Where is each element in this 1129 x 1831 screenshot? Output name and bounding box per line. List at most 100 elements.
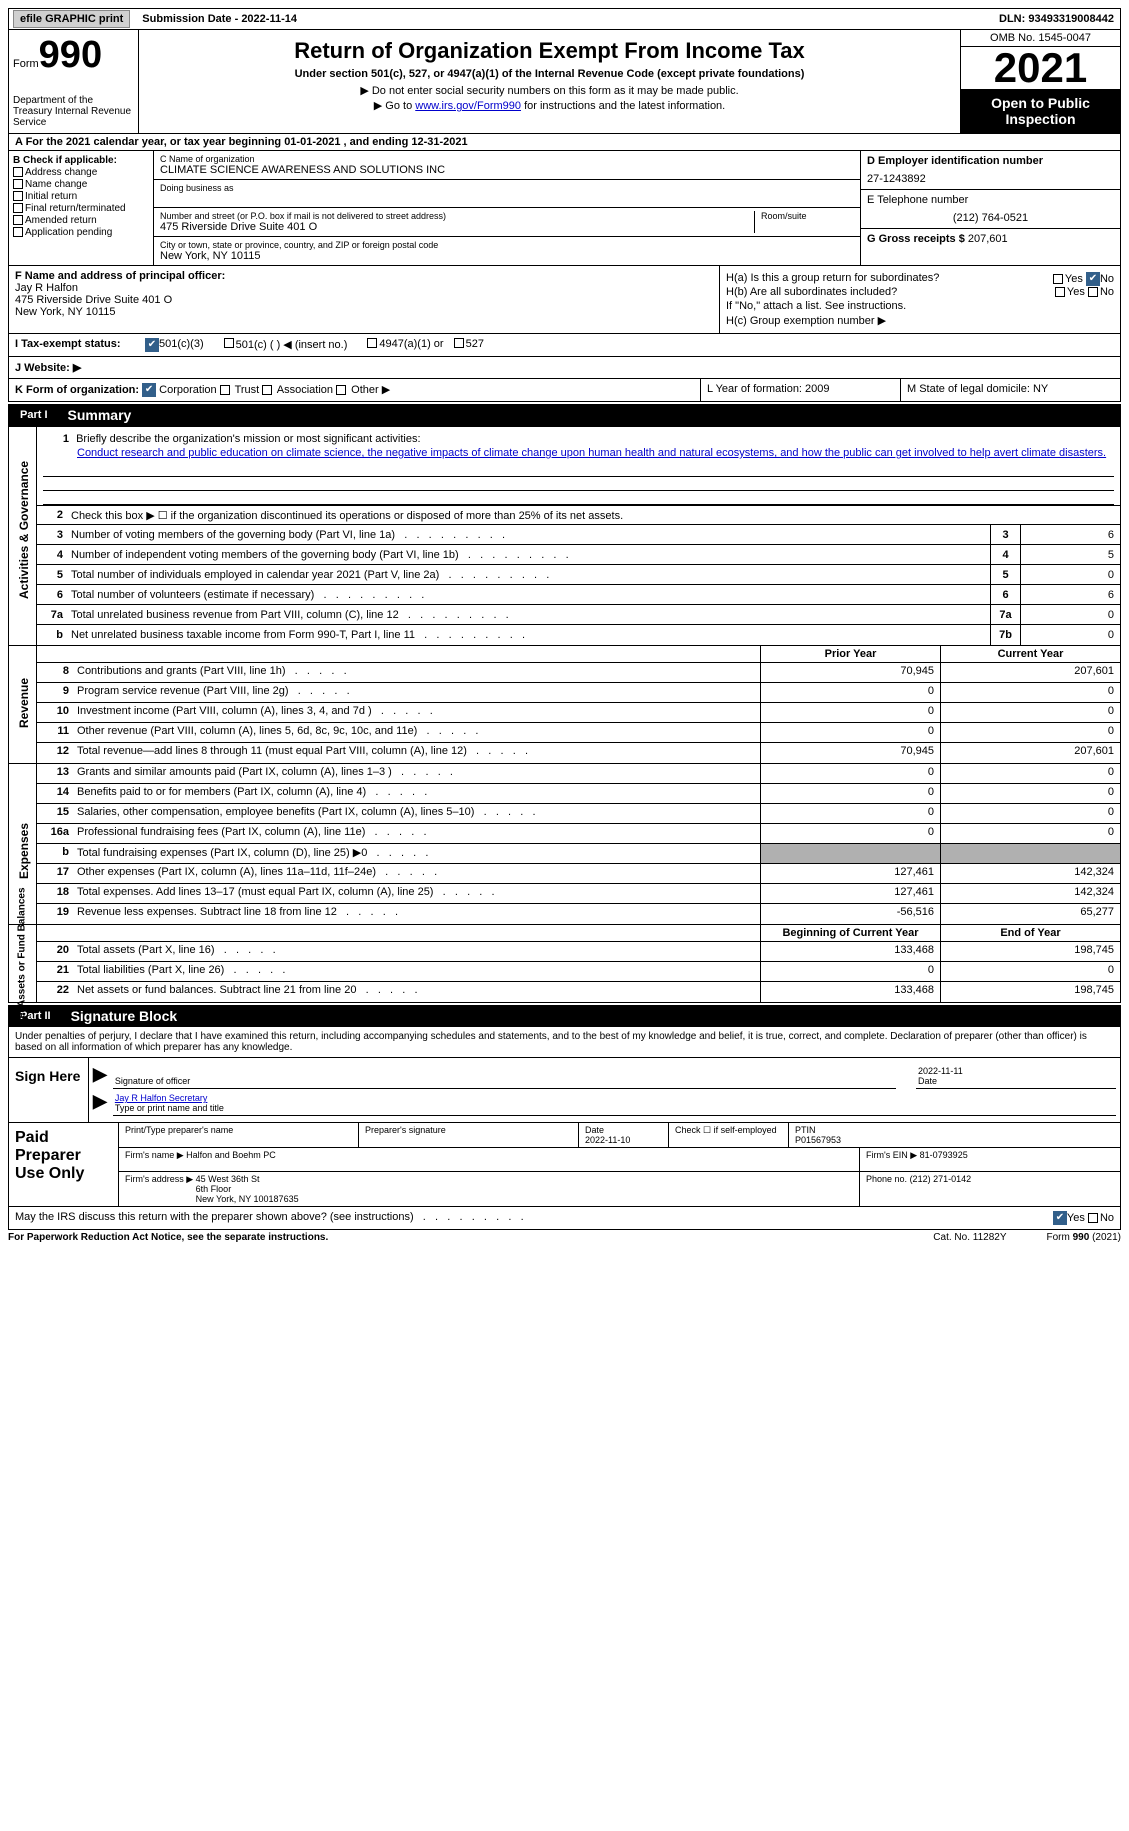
firm-phone: (212) 271-0142 bbox=[910, 1174, 972, 1184]
top-bar: efile GRAPHIC print Submission Date - 20… bbox=[8, 8, 1121, 30]
checkbox-application-pending[interactable] bbox=[13, 227, 23, 237]
instructions-note: ▶ Go to www.irs.gov/Form990 for instruct… bbox=[143, 99, 956, 112]
irs-link[interactable]: www.irs.gov/Form990 bbox=[415, 100, 521, 112]
prior-year-header: Prior Year bbox=[760, 646, 940, 662]
form-subtitle: Under section 501(c), 527, or 4947(a)(1)… bbox=[143, 68, 956, 80]
other-checkbox[interactable] bbox=[336, 385, 346, 395]
financial-row: 20Total assets (Part X, line 16)133,4681… bbox=[37, 942, 1120, 962]
org-name-label: C Name of organization bbox=[160, 154, 854, 164]
q2: Check this box ▶ ☐ if the organization d… bbox=[67, 507, 1120, 524]
summary-row: bNet unrelated business taxable income f… bbox=[37, 625, 1120, 645]
summary-rev: Revenue Prior YearCurrent Year 8Contribu… bbox=[8, 646, 1121, 764]
summary-row: 7aTotal unrelated business revenue from … bbox=[37, 605, 1120, 625]
end-year-header: End of Year bbox=[940, 925, 1120, 941]
financial-row: 12Total revenue—add lines 8 through 11 (… bbox=[37, 743, 1120, 763]
col-c: C Name of organization CLIMATE SCIENCE A… bbox=[154, 151, 860, 265]
ha-yes[interactable] bbox=[1053, 274, 1063, 284]
room-label: Room/suite bbox=[761, 211, 854, 221]
gross-label: G Gross receipts $ bbox=[867, 233, 965, 245]
footer: For Paperwork Reduction Act Notice, see … bbox=[8, 1232, 1121, 1243]
officer-label: F Name and address of principal officer: bbox=[15, 270, 713, 282]
501c3-checked: ✔ bbox=[145, 338, 159, 352]
paid-preparer-block: Paid Preparer Use Only Print/Type prepar… bbox=[8, 1123, 1121, 1207]
checkbox-final-return[interactable] bbox=[13, 203, 23, 213]
financial-row: 14Benefits paid to or for members (Part … bbox=[37, 784, 1120, 804]
open-public: Open to Public Inspection bbox=[961, 89, 1120, 133]
officer-addr1: 475 Riverside Drive Suite 401 O bbox=[15, 294, 713, 306]
street-address: 475 Riverside Drive Suite 401 O bbox=[160, 221, 754, 233]
telephone: (212) 764-0521 bbox=[867, 212, 1114, 224]
sig-arrow-icon: ▶ bbox=[93, 1064, 107, 1089]
year-formation: L Year of formation: 2009 bbox=[700, 379, 900, 401]
section-a: A For the 2021 calendar year, or tax yea… bbox=[8, 134, 1121, 151]
firm-address: 45 West 36th St 6th Floor New York, NY 1… bbox=[196, 1174, 299, 1204]
tax-year: 2021 bbox=[961, 47, 1120, 89]
col-d: D Employer identification number 27-1243… bbox=[860, 151, 1120, 265]
department: Department of the Treasury Internal Reve… bbox=[13, 95, 134, 128]
checkbox-initial-return[interactable] bbox=[13, 191, 23, 201]
gross-receipts: 207,601 bbox=[968, 233, 1008, 245]
firm-name: Halfon and Boehm PC bbox=[186, 1150, 276, 1160]
city-label: City or town, state or province, country… bbox=[160, 240, 854, 250]
sig-arrow-icon-2: ▶ bbox=[93, 1091, 107, 1116]
officer-addr2: New York, NY 10115 bbox=[15, 306, 713, 318]
form-word: Form bbox=[13, 58, 39, 70]
summary-row: 5Total number of individuals employed in… bbox=[37, 565, 1120, 585]
assoc-checkbox[interactable] bbox=[262, 385, 272, 395]
hb-yes[interactable] bbox=[1055, 287, 1065, 297]
ha-no-checked: ✔ bbox=[1086, 272, 1100, 286]
row-fgh: F Name and address of principal officer:… bbox=[8, 266, 1121, 334]
financial-row: 21Total liabilities (Part X, line 26)00 bbox=[37, 962, 1120, 982]
col-b: B Check if applicable: Address change Na… bbox=[9, 151, 154, 265]
city-state-zip: New York, NY 10115 bbox=[160, 250, 854, 262]
info-grid: B Check if applicable: Address change Na… bbox=[8, 151, 1121, 266]
h-b: H(b) Are all subordinates included? Yes … bbox=[726, 286, 1114, 298]
col-b-label: B Check if applicable: bbox=[13, 155, 149, 166]
summary-row: 4Number of independent voting members of… bbox=[37, 545, 1120, 565]
hb-no[interactable] bbox=[1088, 287, 1098, 297]
4947-checkbox[interactable] bbox=[367, 338, 377, 348]
501c-checkbox[interactable] bbox=[224, 338, 234, 348]
checkbox-amended[interactable] bbox=[13, 215, 23, 225]
summary-exp: Expenses 13Grants and similar amounts pa… bbox=[8, 764, 1121, 925]
addr-label: Number and street (or P.O. box if mail i… bbox=[160, 211, 754, 221]
financial-row: 11Other revenue (Part VIII, column (A), … bbox=[37, 723, 1120, 743]
form-number: 990 bbox=[39, 34, 102, 76]
h-note: If "No," attach a list. See instructions… bbox=[726, 300, 1114, 312]
checkbox-address-change[interactable] bbox=[13, 167, 23, 177]
part-ii-header: Part II Signature Block bbox=[8, 1005, 1121, 1027]
summary-gov: Activities & Governance 1 Briefly descri… bbox=[8, 426, 1121, 646]
side-rev: Revenue bbox=[17, 648, 31, 758]
form-title: Return of Organization Exempt From Incom… bbox=[143, 38, 956, 64]
row-k: K Form of organization: ✔ Corporation Tr… bbox=[8, 379, 1121, 402]
checkbox-name-change[interactable] bbox=[13, 179, 23, 189]
financial-row: 8Contributions and grants (Part VIII, li… bbox=[37, 663, 1120, 683]
discuss-no[interactable] bbox=[1088, 1213, 1098, 1223]
submission-date: Submission Date - 2022-11-14 bbox=[134, 13, 305, 25]
row-i: I Tax-exempt status: ✔ 501(c)(3) 501(c) … bbox=[8, 334, 1121, 357]
state-domicile: M State of legal domicile: NY bbox=[900, 379, 1120, 401]
begin-year-header: Beginning of Current Year bbox=[760, 925, 940, 941]
efile-print-button[interactable]: efile GRAPHIC print bbox=[13, 10, 130, 28]
ein-label: D Employer identification number bbox=[867, 155, 1114, 167]
discuss-yes-checked: ✔ bbox=[1053, 1211, 1067, 1225]
officer-name-title: Jay R Halfon Secretary bbox=[115, 1093, 208, 1103]
row-j: J Website: ▶ bbox=[8, 357, 1121, 379]
firm-ein: 81-0793925 bbox=[920, 1150, 968, 1160]
summary-net: Net Assets or Fund Balances Beginning of… bbox=[8, 925, 1121, 1003]
financial-row: 19Revenue less expenses. Subtract line 1… bbox=[37, 904, 1120, 924]
org-name: CLIMATE SCIENCE AWARENESS AND SOLUTIONS … bbox=[160, 164, 854, 176]
part-i-header: Part I Summary bbox=[8, 404, 1121, 426]
financial-row: 16aProfessional fundraising fees (Part I… bbox=[37, 824, 1120, 844]
h-a: H(a) Is this a group return for subordin… bbox=[726, 272, 1114, 284]
side-gov: Activities & Governance bbox=[17, 489, 31, 599]
tel-label: E Telephone number bbox=[867, 194, 1114, 206]
financial-row: 9Program service revenue (Part VIII, lin… bbox=[37, 683, 1120, 703]
trust-checkbox[interactable] bbox=[220, 385, 230, 395]
discuss-row: May the IRS discuss this return with the… bbox=[8, 1207, 1121, 1230]
financial-row: 15Salaries, other compensation, employee… bbox=[37, 804, 1120, 824]
527-checkbox[interactable] bbox=[454, 338, 464, 348]
financial-row: 22Net assets or fund balances. Subtract … bbox=[37, 982, 1120, 1002]
officer-name: Jay R Halfon bbox=[15, 282, 713, 294]
sign-here-block: Sign Here ▶ Signature of officer 2022-11… bbox=[8, 1058, 1121, 1123]
